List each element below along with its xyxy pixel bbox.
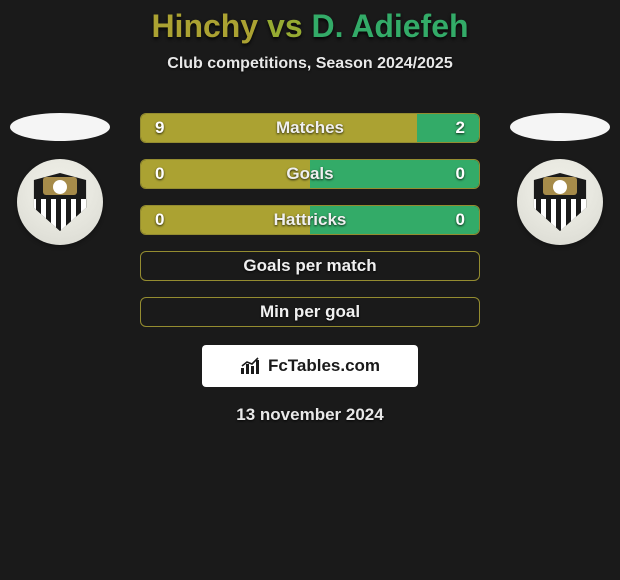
fctables-logo[interactable]: FcTables.com <box>202 345 418 387</box>
logo-text: FcTables.com <box>268 356 380 376</box>
stat-row: Goals per match <box>140 251 480 281</box>
vs-text: vs <box>267 8 303 44</box>
subtitle: Club competitions, Season 2024/2025 <box>0 55 620 73</box>
player1-club-crest <box>17 159 103 245</box>
stat-row: 0Hattricks0 <box>140 205 480 235</box>
stat-row: 9Matches2 <box>140 113 480 143</box>
stat-label: Goals per match <box>155 256 465 276</box>
player1-badge <box>10 113 110 245</box>
content-area: 9Matches20Goals00Hattricks0Goals per mat… <box>0 113 620 425</box>
stat-label: Goals <box>164 164 455 184</box>
date-text: 13 november 2024 <box>0 405 620 425</box>
stat-label: Min per goal <box>155 302 465 322</box>
stat-bars: 9Matches20Goals00Hattricks0Goals per mat… <box>140 113 480 327</box>
player1-photo-placeholder <box>10 113 110 141</box>
comparison-widget: Hinchy vs D. Adiefeh Club competitions, … <box>0 0 620 425</box>
stat-row: 0Goals0 <box>140 159 480 189</box>
player2-club-crest <box>517 159 603 245</box>
stat-value-right: 2 <box>456 118 479 138</box>
stat-value-right: 0 <box>456 164 479 184</box>
stat-value-left: 0 <box>141 210 164 230</box>
player1-name: Hinchy <box>151 8 258 44</box>
stat-label: Hattricks <box>164 210 455 230</box>
stat-value-right: 0 <box>456 210 479 230</box>
player2-photo-placeholder <box>510 113 610 141</box>
stat-value-left: 0 <box>141 164 164 184</box>
stat-row: Min per goal <box>140 297 480 327</box>
chart-icon <box>240 357 262 375</box>
player2-badge <box>510 113 610 245</box>
stat-label: Matches <box>164 118 455 138</box>
stat-value-left: 9 <box>141 118 164 138</box>
player2-name: D. Adiefeh <box>312 8 469 44</box>
page-title: Hinchy vs D. Adiefeh <box>0 8 620 45</box>
